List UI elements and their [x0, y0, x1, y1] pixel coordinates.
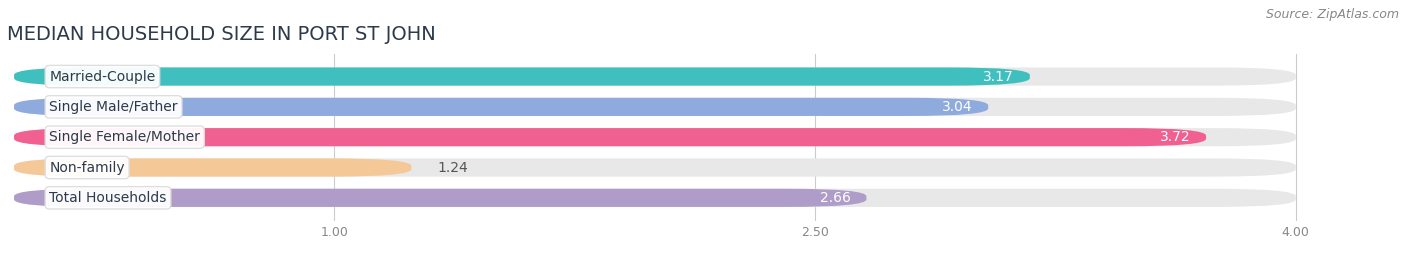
FancyBboxPatch shape	[14, 158, 412, 177]
FancyBboxPatch shape	[14, 98, 1296, 116]
Text: Married-Couple: Married-Couple	[49, 70, 156, 84]
Text: Single Female/Mother: Single Female/Mother	[49, 130, 200, 144]
Text: 2.66: 2.66	[820, 191, 851, 205]
FancyBboxPatch shape	[14, 68, 1029, 86]
FancyBboxPatch shape	[14, 189, 1296, 207]
FancyBboxPatch shape	[14, 158, 1296, 177]
FancyBboxPatch shape	[14, 98, 988, 116]
Text: 3.17: 3.17	[983, 70, 1014, 84]
Text: Total Households: Total Households	[49, 191, 167, 205]
Text: 3.72: 3.72	[1160, 130, 1189, 144]
Text: Non-family: Non-family	[49, 161, 125, 175]
Text: MEDIAN HOUSEHOLD SIZE IN PORT ST JOHN: MEDIAN HOUSEHOLD SIZE IN PORT ST JOHN	[7, 25, 436, 44]
FancyBboxPatch shape	[14, 189, 866, 207]
Text: 3.04: 3.04	[942, 100, 972, 114]
FancyBboxPatch shape	[14, 68, 1296, 86]
Text: 1.24: 1.24	[437, 161, 468, 175]
Text: Single Male/Father: Single Male/Father	[49, 100, 177, 114]
FancyBboxPatch shape	[14, 128, 1296, 146]
FancyBboxPatch shape	[14, 128, 1206, 146]
Text: Source: ZipAtlas.com: Source: ZipAtlas.com	[1265, 8, 1399, 21]
